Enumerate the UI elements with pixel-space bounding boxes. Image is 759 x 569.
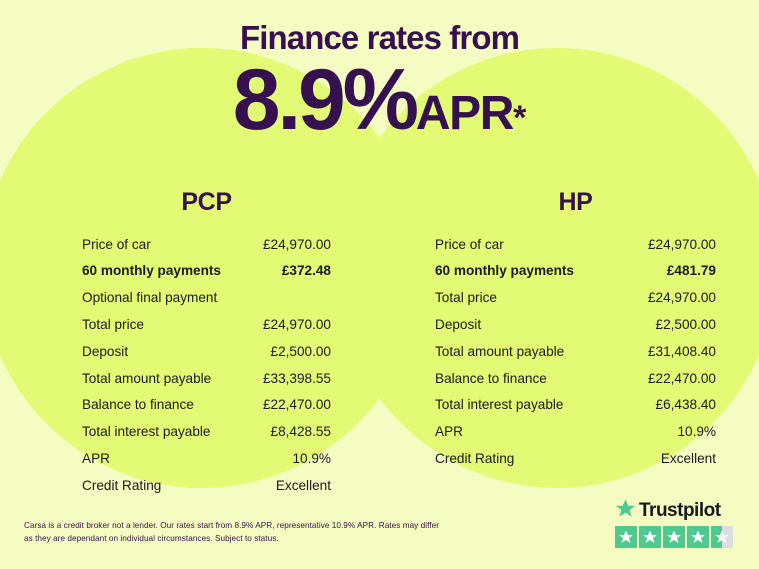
table-row: Credit Rating Excellent — [82, 472, 331, 499]
trustpilot-wordmark: Trustpilot — [639, 500, 721, 521]
table-row: Total amount payable £31,408.40 — [435, 338, 716, 365]
row-value: Excellent — [660, 451, 716, 467]
table-row: Deposit £2,500.00 — [82, 338, 331, 365]
row-label: Optional final payment — [82, 290, 218, 306]
disclaimer-text: Carsa is a credit broker not a lender. O… — [24, 521, 440, 544]
hp-table: HP Price of car £24,970.00 60 monthly pa… — [379, 188, 758, 499]
row-value: £22,470.00 — [262, 397, 331, 413]
table-row: Deposit £2,500.00 — [435, 311, 716, 338]
table-row: Total price £24,970.00 — [435, 285, 716, 312]
table-row: Total interest payable £8,428.55 — [82, 419, 331, 446]
row-value: £24,970.00 — [262, 236, 331, 252]
trustpilot-rating-stars — [615, 526, 737, 548]
row-label: APR — [82, 451, 110, 467]
pcp-rows: Price of car £24,970.00 60 monthly payme… — [82, 231, 331, 499]
row-label: Balance to finance — [82, 397, 194, 413]
row-label: APR — [435, 424, 463, 440]
row-label: 60 monthly payments — [435, 263, 574, 279]
row-value: £372.48 — [281, 263, 331, 279]
row-label: Total price — [435, 290, 497, 306]
hp-title: HP — [558, 188, 593, 216]
pcp-title: PCP — [181, 188, 232, 216]
apr-rate-value: 8.9% — [232, 51, 419, 148]
star-box-1 — [615, 526, 637, 548]
row-label: Deposit — [82, 343, 129, 359]
row-value: £24,970.00 — [647, 236, 716, 252]
trustpilot-star-icon — [615, 498, 636, 524]
row-value: £6,438.40 — [655, 397, 716, 413]
page-title: Finance rates from — [239, 19, 520, 56]
row-label: Balance to finance — [435, 370, 547, 386]
table-row: Credit Rating Excellent — [435, 446, 716, 473]
apr-headline: 8.9%APR* — [0, 56, 759, 143]
apr-rate-unit: APR — [415, 86, 515, 140]
row-value: £2,500.00 — [655, 317, 716, 333]
row-label: Total amount payable — [82, 370, 212, 386]
row-value: £33,398.55 — [262, 370, 331, 386]
apr-asterisk: * — [513, 98, 527, 137]
hp-rows: Price of car £24,970.00 60 monthly payme… — [435, 231, 716, 472]
row-value: Excellent — [275, 477, 331, 493]
row-value: £2,500.00 — [270, 343, 331, 359]
footer: Carsa is a credit broker not a lender. O… — [0, 497, 759, 569]
background-circle-right — [337, 48, 759, 488]
row-label: Total amount payable — [435, 343, 565, 359]
table-row: Balance to finance £22,470.00 — [82, 392, 331, 419]
row-value: £8,428.55 — [270, 424, 331, 440]
table-row: APR 10.9% — [435, 419, 716, 446]
row-value: £481.79 — [666, 263, 716, 279]
row-label: Total price — [82, 317, 144, 333]
star-box-4 — [687, 526, 709, 548]
trustpilot-logo: Trustpilot — [615, 499, 737, 548]
table-row: Price of car £24,970.00 — [435, 231, 716, 258]
table-row: Total interest payable £6,438.40 — [435, 392, 716, 419]
star-box-5-half — [711, 526, 733, 548]
star-box-3 — [663, 526, 685, 548]
row-label: Total interest payable — [435, 397, 564, 413]
table-row: Price of car £24,970.00 — [82, 231, 331, 258]
row-label: Credit Rating — [82, 477, 162, 493]
row-value: £31,408.40 — [647, 343, 716, 359]
table-row: Total price £24,970.00 — [82, 311, 331, 338]
table-row: Total amount payable £33,398.55 — [82, 365, 331, 392]
table-row: APR 10.9% — [82, 446, 331, 473]
trustpilot-wordmark-row: Trustpilot — [615, 499, 737, 523]
table-row: 60 monthly payments £481.79 — [435, 258, 716, 285]
finance-tables: PCP Price of car £24,970.00 60 monthly p… — [0, 188, 759, 499]
table-row: Optional final payment — [82, 285, 331, 312]
row-value: £24,970.00 — [262, 317, 331, 333]
row-value: 10.9% — [677, 424, 716, 440]
row-value: £22,470.00 — [647, 370, 716, 386]
row-label: Credit Rating — [435, 451, 515, 467]
pcp-table: PCP Price of car £24,970.00 60 monthly p… — [0, 188, 379, 499]
row-label: Price of car — [435, 236, 504, 252]
row-value: 10.9% — [292, 451, 331, 467]
headline-block: Finance rates from 8.9%APR* — [0, 0, 759, 142]
star-box-2 — [639, 526, 661, 548]
row-value: £24,970.00 — [647, 290, 716, 306]
row-label: Total interest payable — [82, 424, 211, 440]
table-row: Balance to finance £22,470.00 — [435, 365, 716, 392]
row-label: Price of car — [82, 236, 151, 252]
row-label: Deposit — [435, 317, 482, 333]
row-label: 60 monthly payments — [82, 263, 221, 279]
table-row: 60 monthly payments £372.48 — [82, 258, 331, 285]
